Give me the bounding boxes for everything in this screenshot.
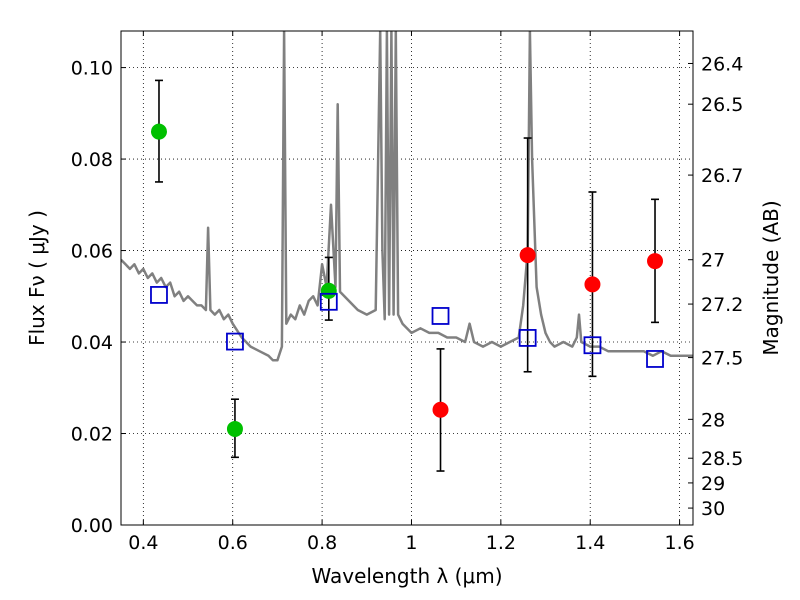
y2-tick-label: 26.4 [701,53,743,75]
y-axis-label: Flux Fν ( μJy ) [25,210,49,346]
x-tick-label: 1.6 [664,532,694,554]
y2-tick-label: 28.5 [701,448,743,470]
data-point [320,282,337,299]
y-axis: 0.00 0.02 0.04 0.06 0.08 0.10 [71,58,126,537]
y-tick-label: 0.00 [71,515,113,537]
y2-tick-label: 28 [701,409,725,431]
y2-tick-label: 27.2 [701,294,743,316]
x-axis-label: Wavelength λ (μm) [311,564,502,588]
model-flux-square [583,336,602,355]
model-flux-square [431,307,450,325]
x-tick-label: 0.8 [307,532,337,554]
data-point [226,420,243,437]
y2-tick-label: 30 [701,498,725,520]
x-tick-label: 1 [405,532,417,554]
data-point [647,253,664,270]
y2-axis-label: Magnitude (AB) [759,200,783,355]
plot-area [121,31,693,472]
y2-tick-label: 26.5 [701,94,743,116]
model-flux-square [150,286,168,304]
x-tick-label: 1.2 [486,532,516,554]
model-spectrum-line [121,31,693,362]
data-point [432,401,449,418]
y-tick-label: 0.06 [71,241,113,263]
model-flux-square [226,332,244,351]
data-point [519,247,536,264]
x-tick-label: 1.4 [575,532,605,554]
model-flux-square [319,292,338,311]
x-axis: 0.4 0.6 0.8 1 1.2 1.4 1.6 [128,31,695,554]
y-tick-label: 0.10 [71,58,113,80]
x-tick-label: 0.6 [218,532,248,554]
y2-tick-label: 29 [701,473,725,495]
data-point [584,276,601,293]
model-flux-square [646,350,664,368]
y-tick-label: 0.04 [71,332,113,354]
y2-axis: 26.4 26.5 26.7 27 27.2 27.5 28 28.5 29 30 [688,53,743,520]
y2-tick-label: 26.7 [701,165,743,187]
y-tick-label: 0.02 [71,424,113,446]
data-point [150,123,167,140]
y-tick-label: 0.08 [71,149,113,171]
y2-tick-label: 27 [701,250,725,272]
model-flux-square [518,329,537,347]
axes-frame [120,30,694,526]
x-tick-label: 0.4 [128,532,158,554]
y2-tick-label: 27.5 [701,348,743,370]
